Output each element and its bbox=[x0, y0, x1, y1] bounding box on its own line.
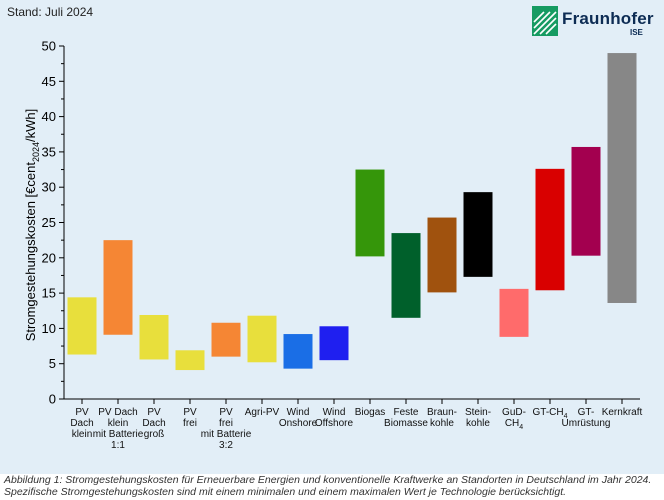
x-tick-label-line: kohle bbox=[430, 418, 454, 429]
x-tick-label-subscript: 4 bbox=[563, 413, 568, 420]
x-tick-label: Wind Onshore bbox=[271, 407, 325, 429]
y-tick-label: 10 bbox=[42, 321, 56, 336]
x-tick-label-line: Dach bbox=[70, 418, 94, 429]
fraunhofer-logo: Fraunhofer ISE bbox=[532, 6, 656, 40]
x-tick-label-line: GT- bbox=[577, 407, 595, 418]
x-tick-label-line: PV Dach bbox=[98, 407, 138, 418]
bar bbox=[571, 146, 601, 256]
x-tick-label: Agri-PV bbox=[235, 407, 289, 418]
x-tick-label: PV Dach klein bbox=[55, 407, 109, 440]
x-tick-label: Wind Offshore bbox=[307, 407, 361, 429]
x-tick-label-line: Wind bbox=[286, 407, 310, 418]
x-tick-label-line: mit Batterie bbox=[92, 429, 144, 440]
bar bbox=[103, 240, 133, 335]
bar bbox=[139, 314, 169, 360]
x-tick-label-line: frei bbox=[219, 418, 233, 429]
bar bbox=[427, 217, 457, 293]
bar bbox=[247, 315, 277, 363]
x-tick-label: Kernkraft bbox=[595, 407, 649, 418]
chart-panel: Stand: Juli 2024 Fraunhofer ISE Stromges… bbox=[0, 0, 664, 474]
x-tick-label-line: PV bbox=[183, 407, 197, 418]
bar bbox=[67, 297, 97, 355]
bar bbox=[211, 322, 241, 357]
logo-subtext: ISE bbox=[630, 28, 643, 37]
x-tick-label-line: Dach bbox=[142, 418, 166, 429]
figure-caption: Abbildung 1: Stromgestehungskosten für E… bbox=[4, 474, 664, 498]
x-tick-label: GT- Umrüstung bbox=[559, 407, 613, 429]
y-tick-label: 0 bbox=[49, 392, 56, 407]
bar bbox=[463, 192, 493, 277]
caption-line-1: Abbildung 1: Stromgestehungskosten für E… bbox=[4, 474, 652, 486]
x-tick-label: Braun-kohle bbox=[415, 407, 469, 429]
x-tick-label: GuD- CH4 bbox=[487, 407, 541, 431]
chart-svg: 0 5 10 15 20 25 30 35 40 45 50 bbox=[42, 39, 640, 407]
x-tick-label-line: kohle bbox=[466, 418, 490, 429]
x-tick-label-line: PV bbox=[147, 407, 161, 418]
y-tick-label: 5 bbox=[49, 356, 56, 371]
x-tick-label-line: Biomasse bbox=[384, 418, 428, 429]
logo-text: Fraunhofer bbox=[562, 9, 654, 28]
bar bbox=[283, 334, 313, 369]
y-tick-label: 50 bbox=[42, 39, 56, 54]
x-tick-label: GT-CH4 bbox=[523, 407, 577, 420]
x-tick-label-line: PV bbox=[219, 407, 233, 418]
caption-line-2: Spezifische Stromgestehungskosten sind m… bbox=[4, 486, 567, 498]
x-tick-label: Feste Biomasse bbox=[379, 407, 433, 429]
y-tick-label: 45 bbox=[42, 74, 56, 89]
x-tick-label-line: Umrüstung bbox=[561, 418, 611, 429]
x-tick-label-text: CH bbox=[504, 418, 520, 429]
x-tick-label-line: 1:1 bbox=[111, 440, 125, 451]
x-tick-label: PV frei bbox=[163, 407, 217, 429]
x-tick-label-line: Onshore bbox=[278, 418, 318, 429]
x-tick-label-line: Braun- bbox=[426, 407, 457, 418]
bar bbox=[607, 53, 637, 303]
x-tick-label: PV Dach groß bbox=[127, 407, 181, 440]
x-tick-label-text: GT-CH bbox=[532, 407, 564, 418]
y-tick-label: 25 bbox=[42, 215, 56, 230]
x-tick-label-line: Wind bbox=[322, 407, 346, 418]
bar bbox=[535, 168, 565, 291]
x-tick-label: Biogas bbox=[343, 407, 397, 418]
x-tick-label-line: GuD- bbox=[502, 407, 526, 418]
y-tick-label: 35 bbox=[42, 144, 56, 159]
x-tick-label-line: klein bbox=[71, 429, 93, 440]
x-tick-label-line: groß bbox=[143, 429, 165, 440]
bar bbox=[319, 326, 349, 361]
x-tick-label-line: Stein- bbox=[464, 407, 492, 418]
stand-date: Stand: Juli 2024 bbox=[7, 5, 94, 19]
x-tick-label-line: PV bbox=[75, 407, 89, 418]
x-tick-label-line: mit Batterie bbox=[200, 429, 252, 440]
y-tick-label: 15 bbox=[42, 286, 56, 301]
x-tick-label: Stein-kohle bbox=[451, 407, 505, 429]
x-tick-label-line: GT-CH4 bbox=[523, 407, 577, 420]
bar bbox=[391, 233, 421, 318]
y-tick-label: 20 bbox=[42, 250, 56, 265]
x-tick-label: PV Dach klein mit Batterie 1:1 bbox=[91, 407, 145, 451]
x-tick-label-line: Agri-PV bbox=[244, 407, 280, 418]
x-tick-label-line: Biogas bbox=[354, 407, 386, 418]
bar bbox=[355, 169, 385, 257]
x-tick-label-line: Feste bbox=[393, 407, 419, 418]
x-tick-label-line: klein bbox=[107, 418, 129, 429]
y-tick-label: 30 bbox=[42, 180, 56, 195]
x-tick-label-line: 3:2 bbox=[219, 440, 233, 451]
fraunhofer-logo-icon bbox=[532, 6, 558, 36]
x-tick-label-line: Offshore bbox=[314, 418, 354, 429]
x-tick-label-subscript: 4 bbox=[519, 424, 524, 431]
x-tick-label-line: Kernkraft bbox=[601, 407, 643, 418]
bar bbox=[499, 288, 529, 337]
bar bbox=[175, 350, 205, 371]
x-tick-label: PV frei mit Batterie 3:2 bbox=[199, 407, 253, 451]
x-tick-label-line: frei bbox=[183, 418, 197, 429]
y-tick-label: 40 bbox=[42, 109, 56, 124]
x-tick-label-line: CH4 bbox=[487, 418, 541, 431]
